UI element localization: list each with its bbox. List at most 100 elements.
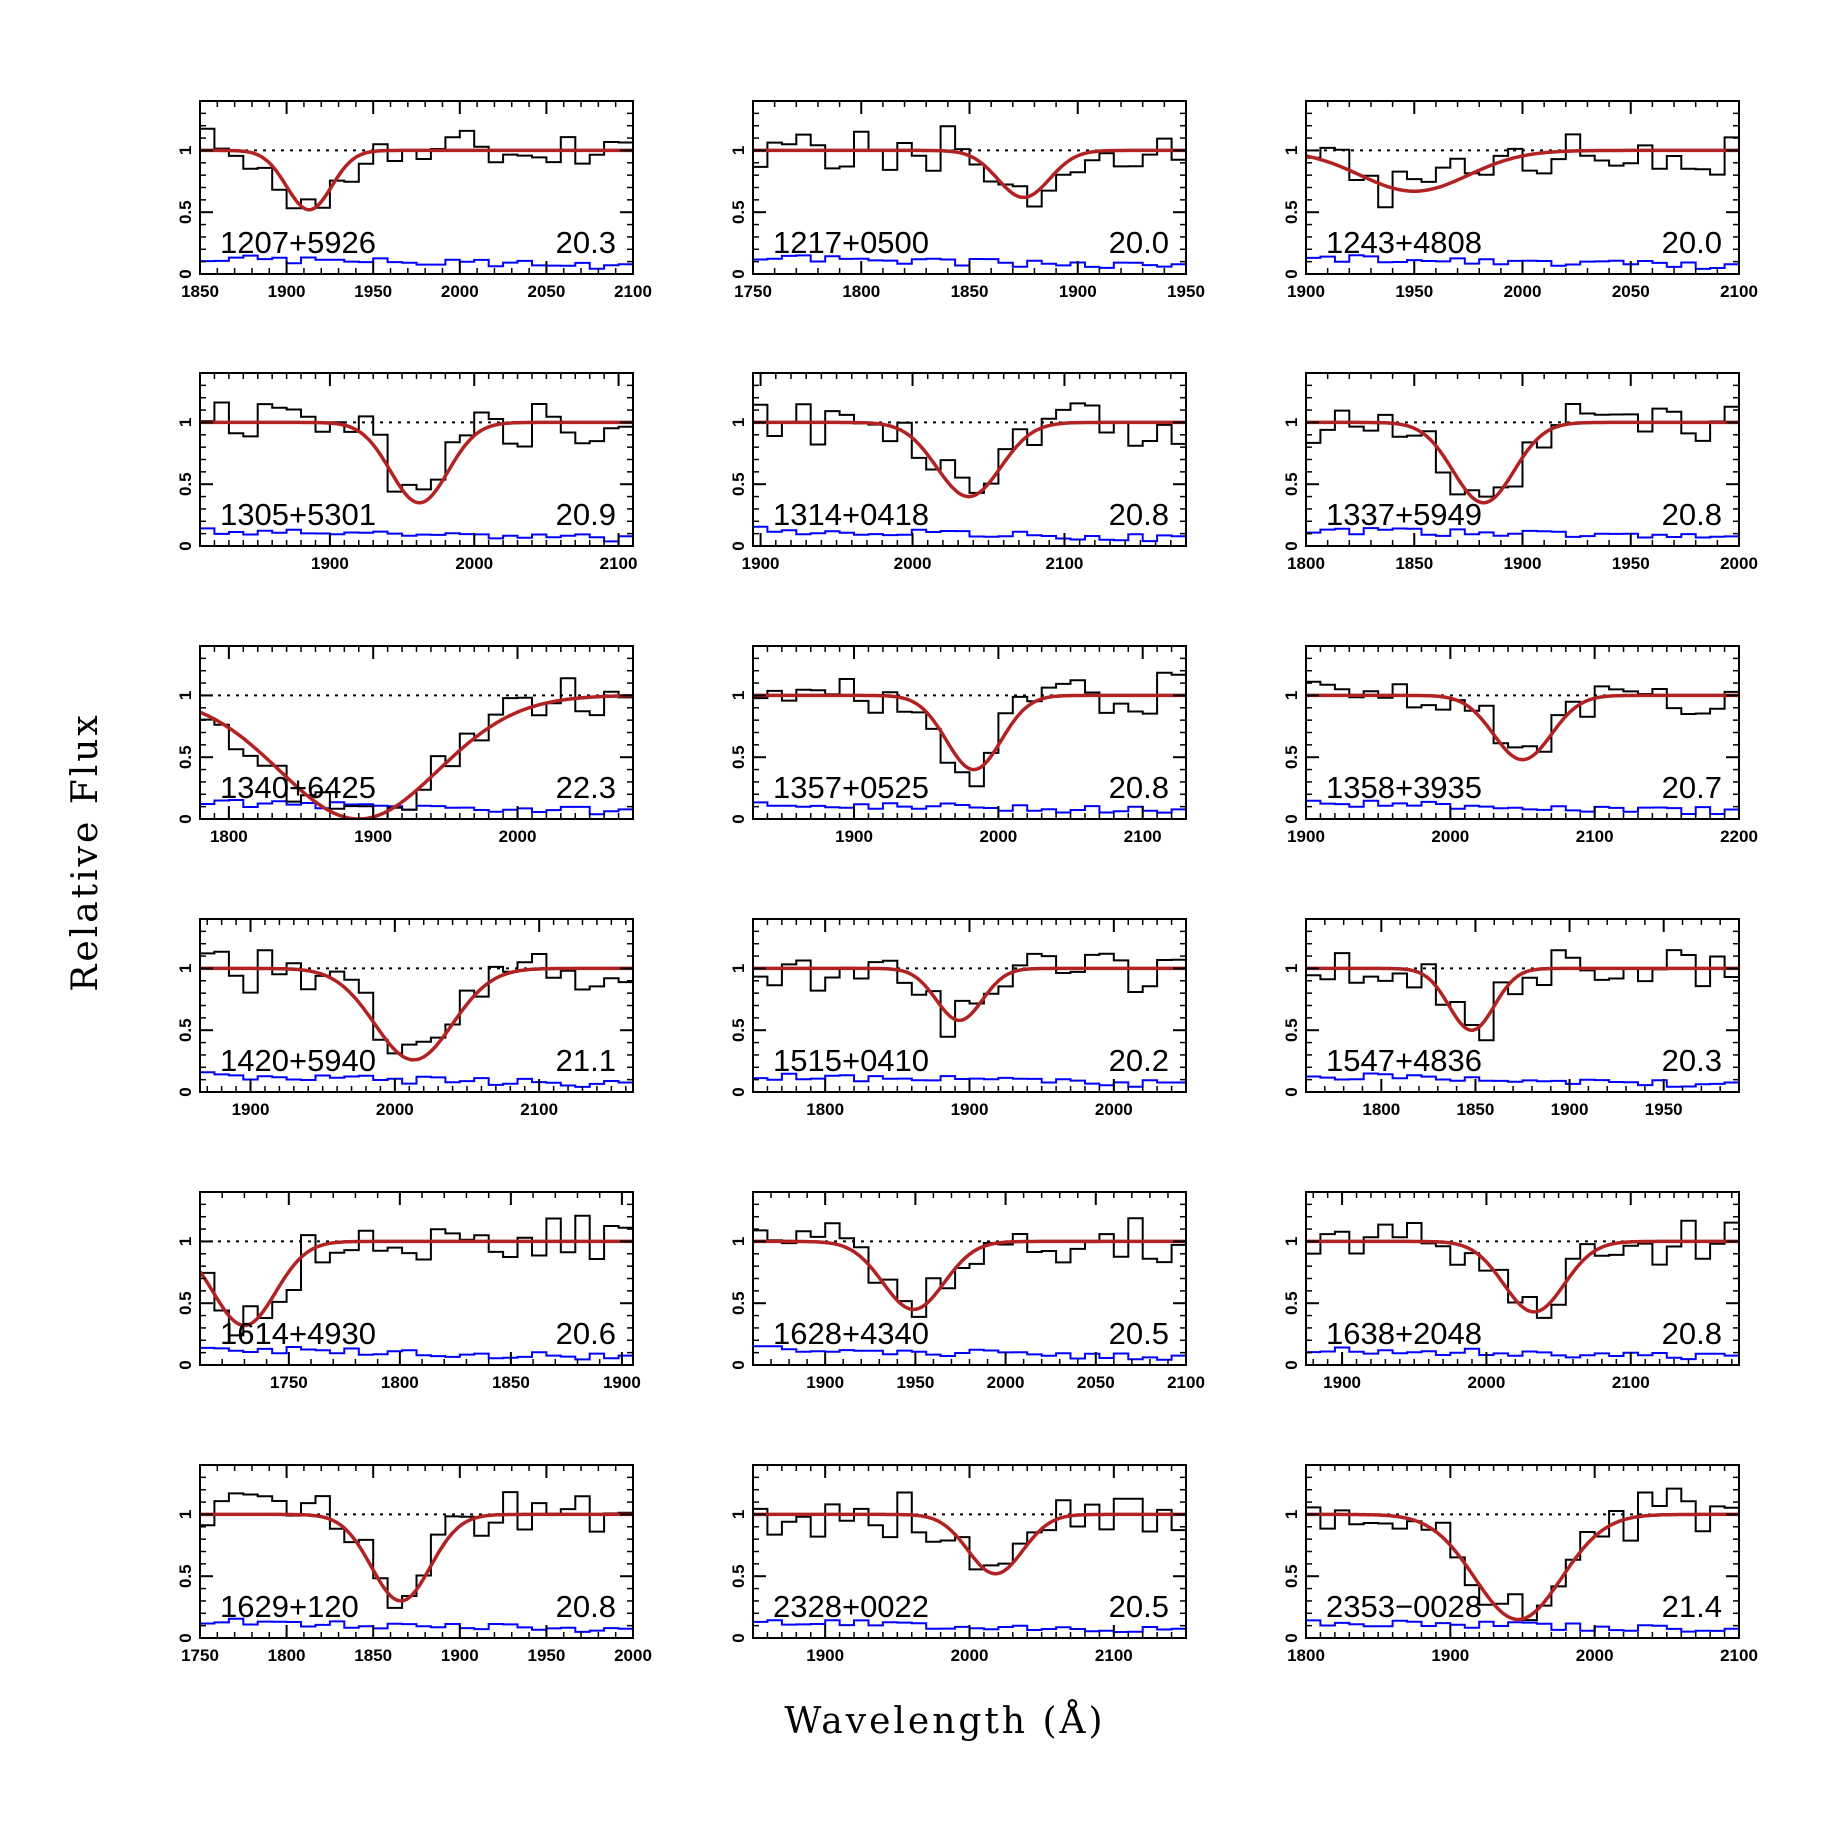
y-tick-label: 0 (1282, 269, 1301, 278)
x-tick-label: 2100 (1046, 554, 1084, 573)
flux-spectrum (753, 125, 1186, 208)
y-tick-label: 1 (176, 964, 195, 973)
x-tick-label: 1900 (441, 1646, 479, 1665)
y-tick-label: 1 (176, 146, 195, 155)
error-spectrum (200, 1346, 633, 1361)
model-fit (200, 966, 633, 1062)
y-tick-label: 0 (729, 1633, 748, 1642)
column-density-value: 22.3 (556, 770, 616, 805)
x-tick-label: 2000 (441, 282, 479, 301)
y-tick-label: 0.5 (176, 1018, 195, 1042)
x-tick-label: 2100 (1095, 1646, 1133, 1665)
panel-16: 1750 1800 1850 1900 1950 2000 0 0.5 1 1629+120 20.… (176, 1464, 652, 1665)
flux-spectrum (1306, 1219, 1739, 1319)
column-density-value: 21.1 (556, 1043, 616, 1078)
x-tick-label: 2000 (499, 827, 537, 846)
y-tick-label: 0 (176, 1360, 195, 1369)
y-tick-label: 0 (1282, 1087, 1301, 1096)
x-axis-label: Wavelength (Å) (784, 1700, 1105, 1742)
y-tick-label: 0.5 (729, 1291, 748, 1315)
error-spectrum (200, 1071, 633, 1088)
column-density-value: 20.8 (556, 1589, 616, 1624)
flux-spectrum (1306, 680, 1739, 753)
y-tick-label: 0.5 (176, 472, 195, 496)
x-tick-label: 1900 (1287, 827, 1325, 846)
y-tick-label: 0.5 (729, 1564, 748, 1588)
x-tick-label: 1900 (806, 1646, 844, 1665)
x-tick-label: 2000 (1431, 827, 1469, 846)
plot-area (1306, 680, 1739, 815)
x-tick-label: 1800 (381, 1373, 419, 1392)
x-tick-label: 1800 (1362, 1100, 1400, 1119)
y-tick-label: 1 (176, 691, 195, 700)
plot-area (200, 677, 633, 819)
y-axis-label: Relative Flux (65, 712, 106, 991)
model-fit (1306, 1239, 1739, 1314)
plot-area (753, 402, 1186, 543)
error-spectrum (1306, 799, 1739, 815)
panel-15: 1900 2000 2100 0 0.5 1 1638+2048 20.8 (1282, 1191, 1740, 1392)
flux-spectrum (753, 1491, 1186, 1571)
y-tick-label: 1 (1282, 418, 1301, 427)
x-tick-label: 1900 (806, 1373, 844, 1392)
x-tick-label: 1800 (806, 1100, 844, 1119)
x-tick-label: 1900 (1323, 1373, 1361, 1392)
object-name: 1207+5926 (220, 225, 376, 260)
error-spectrum (753, 801, 1186, 814)
x-tick-label: 1900 (1431, 1646, 1469, 1665)
model-fit (753, 420, 1186, 499)
plot-area (753, 671, 1186, 814)
object-name: 1305+5301 (220, 497, 376, 532)
plot-area (1306, 133, 1739, 270)
model-fit (200, 420, 633, 505)
y-tick-label: 1 (729, 964, 748, 973)
object-name: 1515+0410 (773, 1043, 929, 1078)
object-name: 1614+4930 (220, 1316, 376, 1351)
x-tick-label: 1850 (951, 282, 989, 301)
x-tick-label: 2100 (520, 1100, 558, 1119)
panel-8: 1900 2000 2100 0 0.5 1 1357+0525 20.8 (729, 645, 1187, 846)
y-tick-label: 0 (729, 1087, 748, 1096)
column-density-value: 20.5 (1109, 1589, 1169, 1624)
x-tick-label: 1900 (951, 1100, 989, 1119)
column-density-value: 20.0 (1109, 225, 1169, 260)
column-density-value: 20.2 (1109, 1043, 1169, 1078)
y-tick-label: 0.5 (176, 200, 195, 224)
x-tick-label: 1850 (1395, 554, 1433, 573)
object-name: 1628+4340 (773, 1316, 929, 1351)
y-tick-label: 1 (1282, 691, 1301, 700)
y-tick-label: 0 (176, 541, 195, 550)
column-density-value: 20.7 (1662, 770, 1722, 805)
model-fit (1306, 1512, 1739, 1622)
panel-6: 1800 1850 1900 1950 2000 0 0.5 1 1337+5949 20.8 (1282, 372, 1758, 573)
y-tick-label: 1 (176, 1237, 195, 1246)
plot-area (200, 127, 633, 270)
y-tick-label: 0.5 (729, 472, 748, 496)
flux-spectrum (1306, 403, 1739, 498)
object-name: 1314+0418 (773, 497, 929, 532)
y-tick-label: 0.5 (1282, 1291, 1301, 1315)
x-tick-label: 2100 (1167, 1373, 1205, 1392)
y-tick-label: 0.5 (1282, 1018, 1301, 1042)
y-tick-label: 1 (1282, 146, 1301, 155)
plot-area (200, 949, 633, 1088)
flux-spectrum (200, 401, 633, 493)
x-tick-label: 1900 (1504, 554, 1542, 573)
plot-area (200, 401, 633, 543)
x-tick-label: 2100 (600, 554, 638, 573)
flux-spectrum (753, 671, 1186, 788)
flux-spectrum (200, 127, 633, 210)
object-name: 1420+5940 (220, 1043, 376, 1078)
column-density-value: 20.3 (556, 225, 616, 260)
plot-area (200, 1214, 633, 1361)
panel-4: 1900 2000 2100 0 0.5 1 1305+5301 20.9 (176, 372, 638, 573)
x-tick-label: 2000 (376, 1100, 414, 1119)
panel-14: 1900 1950 2000 2050 2100 0 0.5 1 1628+4340 20.5 (729, 1191, 1205, 1392)
y-tick-label: 0 (176, 814, 195, 823)
model-fit (1306, 148, 1739, 193)
x-tick-label: 1800 (1287, 554, 1325, 573)
y-tick-label: 0 (176, 1633, 195, 1642)
x-tick-label: 1900 (268, 282, 306, 301)
flux-spectrum (200, 949, 633, 1055)
